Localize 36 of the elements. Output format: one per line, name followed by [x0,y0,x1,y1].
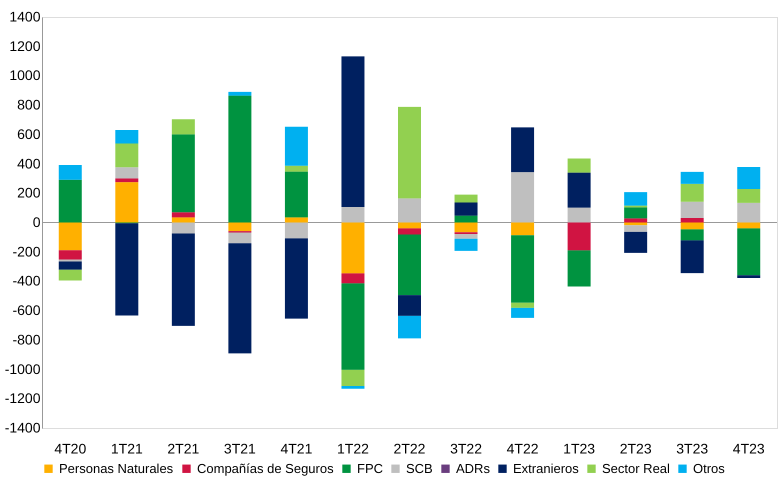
x-tick-label: 4T22 [506,440,539,456]
y-tick-label: 600 [17,126,41,142]
legend-label: FPC [357,460,383,476]
x-tick-label: 3T22 [450,440,482,456]
y-tick-label: -1000 [4,360,41,377]
y-tick-label: 800 [17,96,41,113]
y-tick-label: -800 [12,331,41,348]
x-tick-label: 3T23 [676,440,708,456]
y-tick-label: -1200 [4,390,41,406]
legend-label: Personas Naturales [59,460,174,476]
x-tick-label: 2T21 [167,440,200,456]
y-tick-label: 200 [17,184,41,201]
x-tick-label: 1T23 [563,440,596,456]
y-tick-label: -400 [12,272,41,289]
legend-label: Otros [693,460,726,476]
legend-label: Compañías de Seguros [197,460,334,476]
x-tick-label: 4T23 [732,440,765,456]
x-tick-label: 1T21 [110,440,143,456]
y-tick-label: 1400 [9,8,41,24]
x-tick-label: 4T20 [54,440,86,456]
y-tick-label: 1000 [9,67,41,84]
legend-label: Extranieros [513,460,580,476]
x-tick-label: 4T21 [280,440,313,456]
y-tick-label: 1200 [9,38,41,54]
legend-label: SCB [406,460,433,476]
x-tick-label: 2T22 [394,440,426,456]
x-tick-label: 3T21 [224,440,256,456]
x-tick-label: 2T23 [620,440,652,456]
x-tick-label: 1T22 [337,440,370,456]
y-tick-label: -200 [12,243,41,260]
y-tick-label: 0 [32,214,41,230]
y-tick-label: -600 [12,302,41,318]
legend-label: Sector Real [602,460,670,476]
y-tick-label: -1400 [4,420,41,436]
legend-label: ADRs [456,460,490,476]
y-tick-label: 400 [17,155,41,172]
